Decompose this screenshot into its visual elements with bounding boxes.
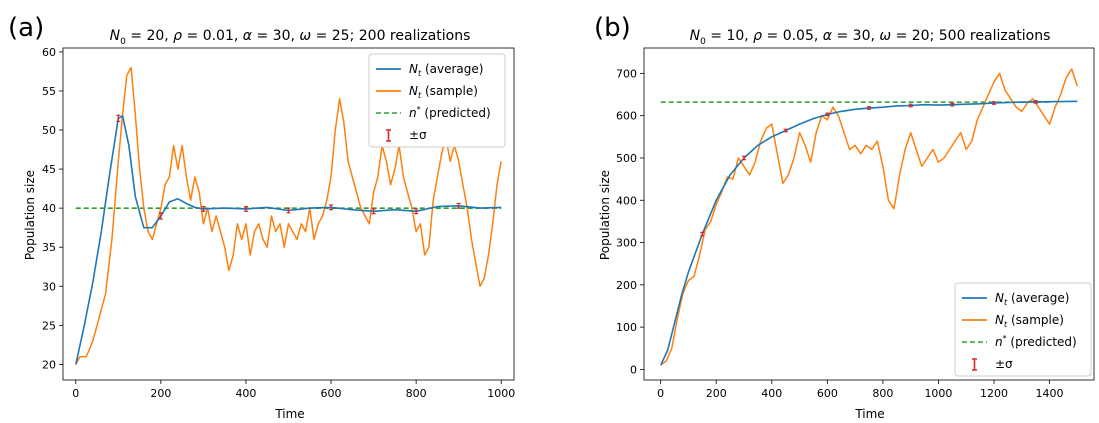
chart-b-xtick-label: 200 [706, 387, 727, 400]
chart-a-legend-errorbar-swatch [386, 129, 391, 142]
chart-a-ytick-label: 40 [42, 202, 56, 215]
chart-b-plot-area [659, 68, 1079, 366]
chart-a-plot-area [75, 66, 502, 365]
chart-a-ytick-label: 55 [42, 85, 56, 98]
chart-a-legend-box [368, 53, 506, 148]
chart-a-xtick-label: 400 [235, 387, 256, 400]
chart-a-xtick-label: 200 [150, 387, 171, 400]
chart-b-errorbar [825, 112, 830, 117]
chart-b-xtick-label: 0 [657, 387, 664, 400]
chart-a-legend: Nt (average) Nt (sample) n* (predicted) … [368, 53, 506, 148]
chart-b-legend-errorbar: ±σ [995, 357, 1013, 371]
chart-b-ytick-label: 400 [616, 194, 637, 207]
chart-a-errorbar [414, 208, 419, 215]
chart-b-legend-errorbar-swatch [972, 358, 977, 371]
chart-b-title-alpha: 30 [853, 28, 871, 44]
chart-a-xlabel: Time [274, 407, 304, 421]
chart-b-xtick-label: 1200 [980, 387, 1008, 400]
chart-b-series-average [659, 100, 1078, 366]
chart-b-ytick-label: 100 [616, 321, 637, 334]
chart-b-ytick-label: 500 [616, 152, 637, 165]
chart-a-legend-predicted: n* (predicted) [409, 105, 491, 120]
chart-a-ytick-label: 60 [42, 46, 56, 59]
chart-b-title: N0 = 10, ρ = 0.05, α = 30, ω = 20; 500 r… [690, 28, 1051, 47]
chart-a-series-average [75, 115, 502, 365]
chart-b-ytick-label: 600 [616, 110, 637, 123]
chart-a-errorbar [201, 205, 206, 212]
chart-b-legend-predicted: n* (predicted) [995, 334, 1077, 349]
chart-b-axes: 0 200 400 600 800 1000 1200 1400 0 100 200 300 400 50… [616, 47, 1095, 400]
chart-b-ytick-label: 700 [616, 67, 637, 80]
chart-b-errorbar [700, 231, 705, 237]
chart-b-ytick-label: 300 [616, 237, 637, 250]
chart-b-errorbar [992, 101, 996, 105]
chart-b-ytick-label: 200 [616, 279, 637, 292]
chart-a-legend-sample: Nt (sample) [409, 84, 478, 100]
chart-b-xtick-label: 1400 [1036, 387, 1064, 400]
chart-a-ytick-label: 50 [42, 124, 56, 137]
chart-b-xtick-label: 800 [872, 387, 893, 400]
chart-b-legend-average: Nt (average) [995, 291, 1069, 307]
chart-a-legend-average: Nt (average) [409, 62, 483, 78]
chart-b-errorbar [742, 155, 746, 161]
chart-a-title-omega: 25 [332, 28, 350, 44]
chart-b-title-n0: 10 [726, 28, 744, 44]
chart-b-errorbar [1033, 100, 1038, 104]
chart-a-errorbar [116, 114, 121, 123]
chart-b: (b) N0 = 10, ρ = 0.05, α = 30, ω = 20; 5… [594, 13, 1095, 421]
chart-b-errorbar [783, 128, 788, 133]
chart-a-errorbar [158, 212, 163, 220]
chart-a-ytick-label: 20 [42, 358, 56, 371]
chart-a-xtick-label: 0 [72, 387, 79, 400]
chart-a-ytick-label: 35 [42, 241, 56, 254]
chart-b-ylabel: Population size [598, 170, 612, 260]
chart-a-xtick-label: 600 [321, 387, 342, 400]
chart-a-ytick-label: 25 [42, 319, 56, 332]
chart-a: (a) N0 = 20, ρ = 0.01, α = 30, ω = 25; 2… [8, 13, 515, 421]
chart-b-legend-box [954, 282, 1092, 377]
chart-a-ylabel: Population size [23, 170, 37, 260]
chart-b-frame [643, 47, 1095, 381]
chart-b-series-sample [660, 68, 1079, 366]
chart-a-errorbar [286, 207, 291, 214]
chart-b-xtick-label: 600 [817, 387, 838, 400]
chart-b-xlabel: Time [854, 407, 884, 421]
chart-a-axes: 0 200 400 600 800 1000 20 25 30 35 40 45 50 55 60 [42, 46, 515, 400]
chart-a-frame [62, 47, 515, 381]
chart-a-legend-errorbar: ±σ [409, 128, 427, 142]
chart-b-xtick-label: 1000 [924, 387, 952, 400]
chart-a-ytick-label: 30 [42, 280, 56, 293]
chart-b-errorbar [950, 102, 955, 107]
chart-a-ytick-label: 45 [42, 163, 56, 176]
chart-b-xtick-label: 400 [761, 387, 782, 400]
chart-b-title-rho: 0.05 [783, 28, 814, 44]
chart-a-errorbar [243, 205, 248, 212]
chart-b-errorbar [867, 106, 871, 110]
chart-b-legend-sample: Nt (sample) [995, 313, 1064, 329]
chart-a-errorbar [371, 208, 376, 215]
chart-b-legend: Nt (average) Nt (sample) n* (predicted) … [954, 282, 1092, 377]
chart-b-ytick-label: 0 [630, 363, 637, 376]
chart-a-title-alpha: 30 [273, 28, 291, 44]
chart-a-title-rho: 0.01 [203, 28, 234, 44]
chart-a-xtick-label: 1000 [487, 387, 515, 400]
chart-a-title-n0: 20 [146, 28, 164, 44]
chart-a-title: N0 = 20, ρ = 0.01, α = 30, ω = 25; 200 r… [110, 28, 471, 47]
panel-label-b: (b) [594, 13, 631, 43]
chart-a-xtick-label: 800 [406, 387, 427, 400]
chart-b-errorbar [908, 103, 913, 108]
chart-b-title-suffix: ; 500 realizations [930, 28, 1051, 44]
chart-b-title-omega: 20 [912, 28, 930, 44]
chart-a-errorbar [456, 202, 461, 209]
chart-a-errorbar [329, 204, 334, 211]
chart-a-title-suffix: ; 200 realizations [350, 28, 471, 44]
panel-label-a: (a) [8, 13, 44, 43]
